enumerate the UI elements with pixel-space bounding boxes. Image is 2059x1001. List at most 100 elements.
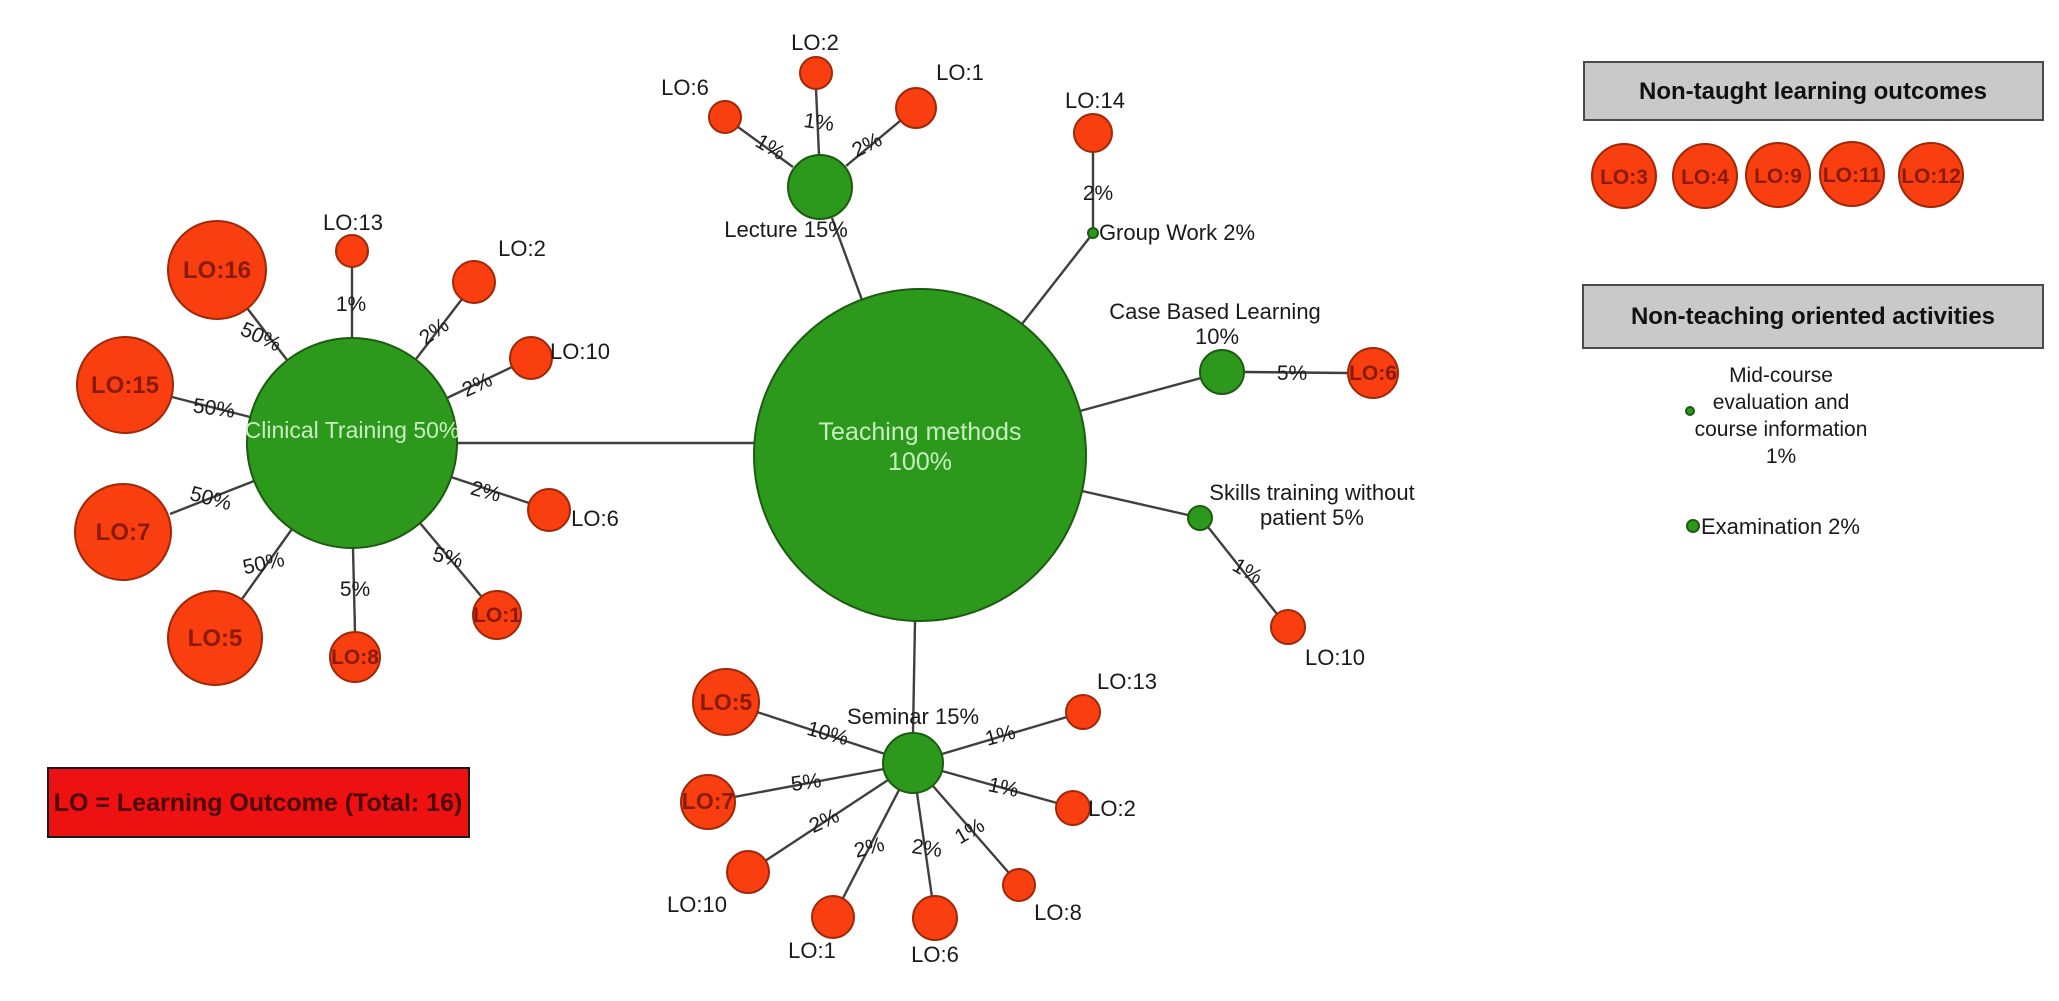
node-lo14	[1073, 113, 1113, 153]
non-taught-legend-title: Non-taught learning outcomes	[1639, 78, 1987, 105]
non-taught-legend-box	[1583, 61, 2044, 121]
lo-label: LO:7	[682, 788, 734, 814]
seminar-label: Seminar 15%	[847, 704, 979, 729]
node-seminar-lo6	[912, 895, 958, 941]
edge-line	[733, 767, 885, 799]
node-lecture	[787, 154, 853, 220]
node-lecture-lo6	[708, 100, 742, 134]
node-legend-lo11	[1819, 141, 1885, 207]
lo-label: LO:10	[1305, 645, 1365, 670]
edge-percent-label: 10%	[804, 717, 851, 750]
edge-line	[756, 710, 886, 756]
non-teaching-legend: Non-teaching oriented activities	[1582, 284, 2044, 349]
node-legend-lo3	[1591, 143, 1657, 209]
edge-line	[246, 307, 288, 361]
edge-percent-label: 1%	[336, 293, 366, 316]
edge-percent-label: 2%	[459, 368, 496, 402]
edge-percent-label: 2%	[468, 477, 503, 507]
node-seminar	[882, 732, 944, 794]
node-seminar-lo8	[1002, 868, 1036, 902]
edge-percent-label: 2%	[852, 833, 887, 863]
edge-percent-label: 1%	[986, 773, 1020, 802]
node-clinical-lo15	[76, 336, 174, 434]
edge-percent-label: 1%	[802, 109, 835, 136]
node-clinical-lo7	[74, 483, 172, 581]
node-clinical-lo6	[527, 488, 571, 532]
non-teaching-legend-box	[1582, 284, 2044, 349]
node-seminar-lo2	[1055, 790, 1091, 826]
edge-line	[1207, 526, 1278, 615]
edge-percent-label: 50%	[191, 394, 236, 423]
edge-percent-label: 5%	[789, 769, 822, 796]
edge-line	[1021, 236, 1091, 325]
lo-label: LO:5	[188, 625, 243, 652]
lo-label: LO:2	[791, 30, 839, 55]
node-seminar-lo1	[811, 895, 855, 939]
node-clinical-lo13	[335, 234, 369, 268]
node-clinical-lo1	[472, 590, 522, 640]
edge-percent-label: 50%	[237, 318, 285, 357]
lo-label: LO:14	[1065, 88, 1125, 113]
edge-line	[814, 88, 821, 156]
lo-label: LO:2	[498, 236, 546, 261]
lo-label: LO:15	[91, 372, 159, 399]
lo-label: LO:13	[323, 210, 383, 235]
node-legend-lo12	[1898, 142, 1964, 208]
lo-annotation: LO = Learning Outcome (Total: 16)	[47, 767, 470, 838]
edge-line	[764, 778, 889, 863]
node-clinical-lo16	[167, 220, 267, 320]
edge-percent-label: 2%	[848, 128, 885, 162]
edge-line	[415, 298, 463, 360]
node-seminar-lo10	[726, 850, 770, 894]
node-group-work-dot	[1087, 227, 1099, 239]
lo-label: LO:16	[183, 257, 251, 284]
edge-line	[941, 715, 1068, 756]
lecture-label: Lecture 15%	[724, 217, 848, 242]
node-clinical-lo8	[329, 631, 381, 683]
lo-label: LO:1	[788, 938, 836, 963]
node-skills-lo10	[1270, 609, 1306, 645]
edge-line	[737, 126, 794, 168]
case-based-pct: 10%	[1195, 324, 1239, 349]
case-based-label: Case Based Learning	[1109, 299, 1321, 324]
non-teaching-legend-title: Non-teaching oriented activities	[1631, 303, 1995, 330]
edge-percent-label: 2%	[806, 804, 843, 838]
node-clinical-lo2	[452, 260, 496, 304]
node-examination-dot	[1686, 519, 1700, 533]
edge-line	[841, 789, 901, 899]
midcourse-pct: 1%	[1766, 445, 1796, 468]
legend-lo-label: LO:3	[1600, 166, 1648, 189]
node-case-based-learning	[1199, 349, 1245, 395]
non-taught-legend: Non-taught learning outcomes	[1583, 61, 2044, 121]
skills-label: patient 5%	[1260, 505, 1364, 530]
edge-line	[171, 395, 251, 419]
edge-line	[915, 792, 934, 898]
edge-percent-label: 50%	[241, 548, 287, 579]
midcourse-label: course information	[1695, 418, 1868, 441]
node-clinical-training	[246, 337, 458, 549]
edge-line	[446, 365, 513, 400]
skills-label: Skills training without	[1209, 480, 1414, 505]
edge-line	[1243, 370, 1349, 375]
node-seminar-lo5	[692, 668, 760, 736]
lo-label: LO:13	[1097, 669, 1157, 694]
lo-annotation-text: LO = Learning Outcome (Total: 16)	[54, 789, 463, 817]
node-legend-lo9	[1745, 142, 1811, 208]
node-teaching-methods	[753, 288, 1087, 622]
edge-line	[845, 120, 901, 167]
edge-line	[941, 769, 1058, 805]
lo-label: LO:8	[331, 646, 379, 669]
node-clinical-lo10	[509, 336, 553, 380]
edge-percent-label: 5%	[1277, 362, 1307, 385]
lo-label: LO:2	[1088, 796, 1136, 821]
clinical-training-label: Clinical Training 50%	[245, 417, 460, 443]
edge-line	[932, 785, 1010, 874]
edge-line	[1079, 376, 1202, 413]
node-casebased-lo6	[1347, 347, 1399, 399]
edge-line	[351, 547, 357, 633]
node-seminar-lo7	[680, 774, 736, 830]
lo-label: LO:8	[1034, 900, 1082, 925]
edge-percent-label: 5%	[430, 543, 465, 573]
edge-line	[241, 528, 293, 600]
